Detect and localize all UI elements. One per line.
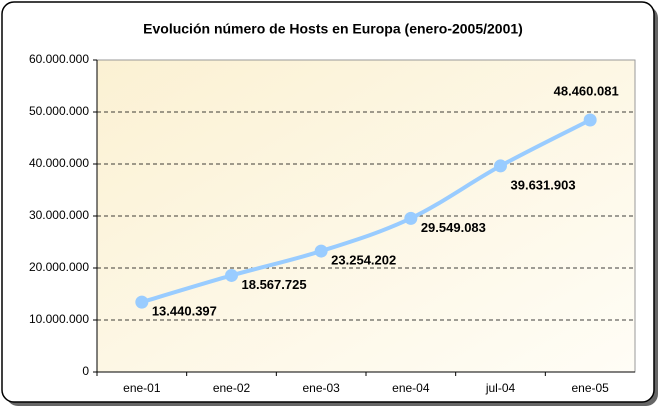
y-tick-label: 20.000.000 [29,260,89,274]
data-label: 48.460.081 [554,83,619,98]
marker [135,295,149,309]
data-label: 23.254.202 [331,253,396,268]
marker [404,211,418,225]
marker [225,268,238,282]
data-label: 18.567.725 [242,277,307,292]
marker [583,113,597,127]
data-label: 39.631.903 [511,177,576,192]
x-tick-label: jul-04 [485,381,516,395]
chart-title: Evolución número de Hosts en Europa (ene… [143,21,523,37]
marker [494,159,507,173]
data-label: 13.440.397 [152,304,217,319]
x-tick-label: ene-02 [213,381,251,395]
y-tick-label: 0 [82,364,89,378]
x-tick-label: ene-04 [392,381,430,395]
y-tick-label: 50.000.000 [29,104,89,118]
x-tick-label: ene-05 [571,381,609,395]
x-tick-label: ene-03 [302,381,340,395]
data-label: 29.549.083 [421,220,486,235]
y-tick-label: 60.000.000 [29,52,89,66]
y-tick-label: 10.000.000 [29,312,89,326]
marker [314,244,328,258]
y-tick-label: 30.000.000 [29,208,89,222]
x-tick-label: ene-01 [123,381,161,395]
y-tick-label: 40.000.000 [29,156,89,170]
line [141,118,592,305]
